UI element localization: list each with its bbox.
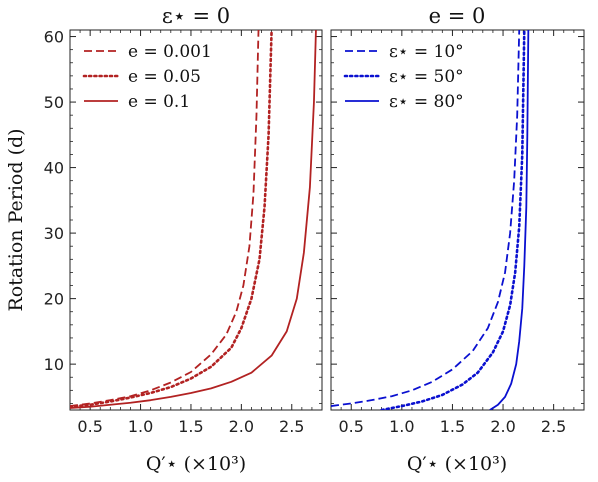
legend-label: ε⋆ = 10°: [389, 42, 464, 62]
series-line-left-1: [70, 30, 273, 409]
x-tick-label: 0.5: [77, 417, 102, 436]
x-tick-label: 2.5: [279, 417, 304, 436]
x-tick-label: 1.5: [178, 417, 203, 436]
series-line-right-0: [331, 30, 521, 407]
legend-label: e = 0.001: [128, 42, 212, 62]
x-tick-label: 1.0: [389, 417, 414, 436]
legend-label: e = 0.1: [128, 92, 190, 112]
x-tick-label: 2.0: [229, 417, 254, 436]
series-line-right-2: [489, 30, 530, 410]
x-tick-label: 1.0: [128, 417, 153, 436]
x-tick-label: 1.5: [440, 417, 465, 436]
series-line-right-1: [380, 30, 526, 410]
series-lines: [70, 30, 530, 410]
x-tick-label: 0.5: [339, 417, 364, 436]
legend-label: ε⋆ = 80°: [389, 92, 464, 112]
x-tick-label: 2.0: [490, 417, 515, 436]
y-tick-label: 10: [44, 355, 64, 374]
right-panel-frame: [330, 29, 585, 411]
y-tick-label: 40: [44, 159, 64, 178]
y-tick-label: 30: [44, 224, 64, 243]
y-tick-label: 20: [44, 290, 64, 309]
right-panel-title: e = 0: [429, 4, 486, 28]
legend-label: ε⋆ = 50°: [389, 67, 464, 87]
left-x-axis-label: Q′⋆ (×10³): [146, 453, 246, 475]
right-x-axis-label: Q′⋆ (×10³): [407, 453, 507, 475]
left-panel-title: ε⋆ = 0: [162, 4, 230, 28]
x-tick-label: 2.5: [541, 417, 566, 436]
y-axis-label: Rotation Period (d): [5, 128, 27, 311]
left-panel-frame: [69, 29, 323, 411]
legends: e = 0.001 e = 0.05 e = 0.1 ε⋆ = 10° ε⋆ = 50°…: [82, 42, 464, 112]
y-tick-label: 50: [44, 93, 64, 112]
legend-label: e = 0.05: [128, 67, 201, 87]
axis-ticks: 0.5 1.0 1.5 2.0 2.5 10 20 30 40 50 60 0.5 1.0 1.5 2.0 2…: [44, 28, 585, 436]
y-tick-label: 60: [44, 28, 64, 47]
series-line-left-2: [70, 30, 317, 409]
series-line-left-0: [70, 30, 260, 407]
